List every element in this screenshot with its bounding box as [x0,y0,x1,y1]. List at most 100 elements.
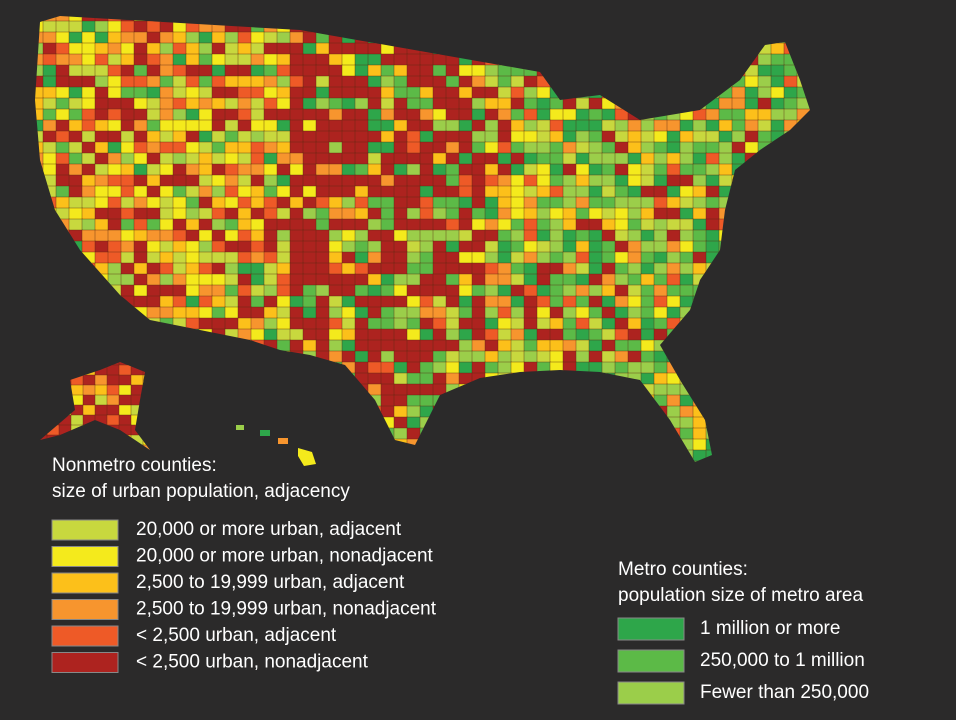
county-patch [536,152,551,165]
county-patch [250,284,265,297]
county-patch [510,86,525,99]
county-patch [341,328,356,341]
county-patch [640,185,655,198]
county-patch [406,152,421,165]
county-patch [237,240,252,253]
county-patch [367,328,382,341]
county-patch [367,152,382,165]
county-patch [185,64,200,77]
county-patch [55,152,70,165]
county-patch [393,306,408,319]
county-patch [302,295,317,308]
county-patch [224,218,239,231]
county-patch [601,196,616,209]
county-patch [172,119,187,132]
county-patch [341,350,356,363]
county-patch [653,152,668,165]
county-patch [393,141,408,154]
county-patch [211,251,226,264]
county-patch [159,174,174,187]
county-patch [354,306,369,319]
county-patch [328,229,343,242]
county-patch [432,86,447,99]
county-patch [237,251,252,264]
county-patch [289,64,304,77]
county-patch [328,97,343,110]
county-patch [627,119,642,132]
county-patch [315,141,330,154]
county-patch [211,240,226,253]
county-patch [679,229,694,242]
county-patch [250,86,265,99]
county-patch [159,207,174,220]
county-patch [198,174,213,187]
county-patch [211,31,226,44]
county-patch [406,53,421,66]
county-patch [458,339,473,352]
county-patch [68,130,83,143]
county-patch [510,152,525,165]
county-patch [653,218,668,231]
county-patch [224,251,239,264]
island [236,425,244,430]
county-patch [276,163,291,176]
county-patch [627,262,642,275]
county-patch [380,383,395,396]
county-patch [380,240,395,253]
county-patch [94,130,109,143]
county-patch [588,218,603,231]
county-patch [783,75,798,88]
county-patch [55,20,70,33]
county-patch [653,251,668,264]
county-patch [289,141,304,154]
county-patch [653,306,668,319]
county-patch [341,152,356,165]
county-patch [328,185,343,198]
county-patch [263,328,278,341]
county-patch [458,86,473,99]
county-patch [419,394,434,407]
county-patch [42,42,57,55]
county-patch [601,229,616,242]
county-patch [289,185,304,198]
county-patch [666,251,681,264]
county-patch [523,207,538,220]
county-patch [341,207,356,220]
county-patch [367,64,382,77]
county-patch [406,284,421,297]
county-patch [367,218,382,231]
county-patch [380,405,395,418]
county-patch [562,229,577,242]
county-patch [237,163,252,176]
county-patch [614,295,629,308]
county-patch [484,273,499,286]
county-patch [562,262,577,275]
county-patch [588,174,603,187]
county-patch [250,273,265,286]
county-patch [185,97,200,110]
county-patch [627,361,642,374]
county-patch [263,108,278,121]
county-patch [679,218,694,231]
county-patch [588,97,603,110]
county-patch [510,273,525,286]
county-patch [705,207,720,220]
county-patch [705,108,720,121]
county-patch [562,141,577,154]
county-patch [302,42,317,55]
county-patch [432,218,447,231]
county-patch [562,119,577,132]
county-patch [224,141,239,154]
county-patch [679,240,694,253]
county-patch [497,218,512,231]
county-patch [107,64,122,77]
county-patch [419,240,434,253]
county-patch [55,53,70,66]
county-patch [679,427,694,440]
county-patch [120,31,135,44]
county-patch [575,328,590,341]
county-patch [406,306,421,319]
county-patch [107,119,122,132]
county-patch [575,130,590,143]
county-patch [81,240,96,253]
